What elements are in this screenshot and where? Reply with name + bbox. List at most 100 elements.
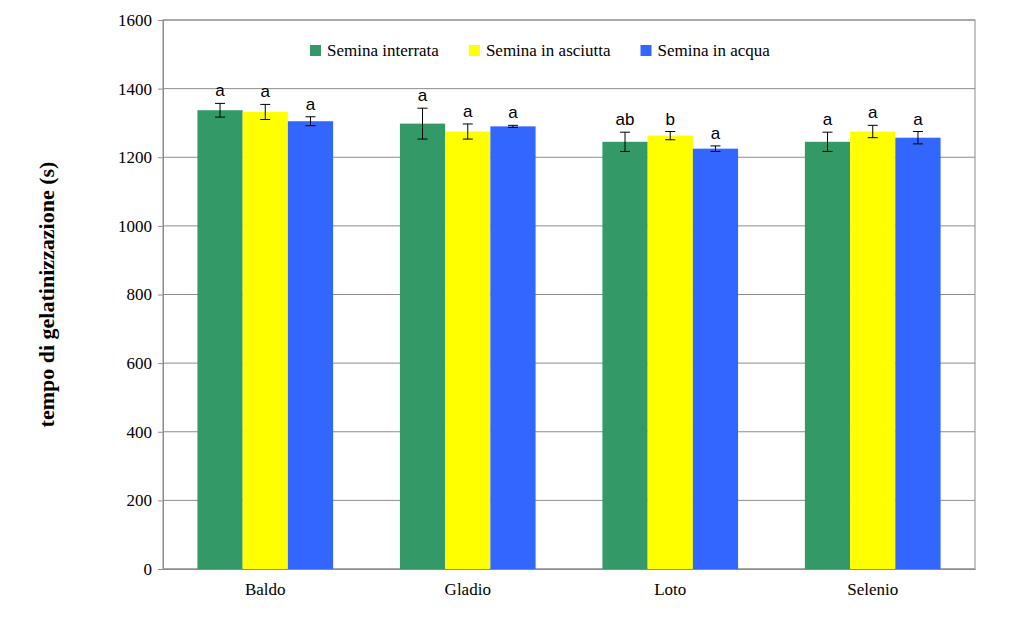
x-tick-label: Baldo bbox=[245, 580, 286, 599]
significance-letter: a bbox=[215, 81, 225, 100]
grid-line bbox=[163, 88, 975, 89]
y-tick: 1200 bbox=[118, 148, 163, 167]
legend-label: Semina interrata bbox=[327, 41, 439, 60]
legend-swatch bbox=[469, 45, 480, 56]
annotations: aaabaaabaaaaa bbox=[215, 81, 923, 143]
error-bar-line bbox=[913, 143, 923, 144]
x-tick: Baldo bbox=[245, 569, 286, 599]
y-tick-label: 200 bbox=[127, 491, 153, 510]
y-tick-mark bbox=[158, 363, 163, 364]
legend: Semina interrata Semina in asciutta Semina… bbox=[310, 41, 770, 60]
error-bar-line bbox=[265, 104, 266, 119]
bar bbox=[850, 132, 895, 569]
y-tick-label: 0 bbox=[144, 560, 153, 579]
significance-letter: ab bbox=[616, 110, 635, 129]
error-bar-line bbox=[665, 131, 675, 132]
y-tick-mark bbox=[158, 226, 163, 227]
grid bbox=[163, 20, 975, 569]
chart: 02004006008001000120014001600BaldoGladio… bbox=[0, 0, 1024, 624]
error-bar-line bbox=[215, 103, 225, 104]
error-bar-line bbox=[467, 124, 468, 139]
error-bar bbox=[665, 132, 675, 140]
error-bar bbox=[508, 125, 518, 127]
error-bar-line bbox=[620, 151, 630, 152]
error-bar-line bbox=[917, 132, 918, 144]
legend-label: Semina in acqua bbox=[658, 41, 771, 60]
significance-letter: a bbox=[463, 102, 473, 121]
y-tick-mark bbox=[158, 569, 163, 570]
error-bar-line bbox=[508, 125, 518, 126]
bar bbox=[243, 112, 288, 569]
x-tick: Loto bbox=[654, 569, 686, 599]
x-tick-label: Loto bbox=[654, 580, 686, 599]
x-tick: Selenio bbox=[847, 569, 898, 599]
error-bar bbox=[260, 104, 270, 119]
y-tick-mark bbox=[158, 20, 163, 21]
error-bar-line bbox=[710, 145, 720, 146]
error-bar bbox=[620, 132, 630, 151]
plot-frame bbox=[163, 20, 975, 569]
error-bar-line bbox=[305, 125, 315, 126]
y-tick: 1000 bbox=[118, 217, 163, 236]
y-tick-label: 400 bbox=[127, 423, 153, 442]
error-bar-line bbox=[508, 127, 518, 128]
error-bar-line bbox=[305, 116, 315, 117]
error-bar-line bbox=[868, 125, 878, 126]
error-bar-line bbox=[260, 104, 270, 105]
error-bar-line bbox=[418, 108, 428, 109]
error-bar bbox=[868, 125, 878, 137]
y-tick-label: 800 bbox=[127, 285, 153, 304]
error-bar-line bbox=[710, 151, 720, 152]
bar bbox=[602, 142, 647, 569]
error-bar-line bbox=[463, 139, 473, 140]
x-axis: Baldo Gladio Loto Selenio bbox=[164, 569, 976, 599]
error-bar bbox=[913, 132, 923, 144]
error-bar-line bbox=[418, 139, 428, 140]
bar bbox=[648, 136, 693, 569]
y-tick-label: 1400 bbox=[118, 80, 152, 99]
error-bar-line bbox=[823, 151, 833, 152]
y-tick: 400 bbox=[127, 423, 164, 442]
error-bar bbox=[463, 124, 473, 139]
y-tick-mark bbox=[158, 157, 163, 158]
y-tick-label: 600 bbox=[127, 354, 153, 373]
legend-swatch bbox=[641, 45, 652, 56]
significance-letter: a bbox=[823, 110, 833, 129]
x-axis-line bbox=[164, 569, 976, 570]
y-axis-title: tempo di gelatinizzazione (s) bbox=[34, 162, 59, 428]
y-tick-label: 1000 bbox=[118, 217, 152, 236]
y-axis-line bbox=[158, 21, 164, 570]
error-bar bbox=[305, 117, 315, 126]
error-bar bbox=[418, 108, 428, 139]
bar bbox=[805, 142, 850, 569]
error-bar-line bbox=[620, 132, 630, 133]
bar bbox=[197, 110, 242, 569]
bar bbox=[490, 126, 535, 569]
error-bar-line bbox=[625, 132, 626, 151]
significance-letter: a bbox=[261, 82, 271, 101]
error-bar-line bbox=[665, 139, 675, 140]
error-bar-line bbox=[913, 131, 923, 132]
significance-letter: a bbox=[306, 95, 316, 114]
legend-item: Semina in asciutta bbox=[469, 41, 611, 60]
x-tick-label: Selenio bbox=[847, 580, 898, 599]
error-bar-line bbox=[422, 108, 423, 139]
significance-letter: b bbox=[666, 110, 675, 129]
significance-letter: a bbox=[508, 103, 518, 122]
significance-letter: a bbox=[868, 103, 878, 122]
error-bar-line bbox=[715, 146, 716, 151]
bar bbox=[445, 132, 490, 569]
significance-letter: a bbox=[913, 110, 923, 129]
error-bar-line bbox=[827, 132, 828, 151]
y-tick: 1400 bbox=[118, 80, 163, 99]
x-tick-label: Gladio bbox=[445, 580, 491, 599]
error-bar bbox=[823, 132, 833, 151]
y-tick: 600 bbox=[127, 354, 164, 373]
error-bar-line bbox=[260, 119, 270, 120]
y-tick: 0 bbox=[144, 560, 164, 579]
error-bar bbox=[215, 103, 225, 117]
y-tick-mark bbox=[158, 89, 163, 90]
legend-label: Semina in asciutta bbox=[486, 41, 611, 60]
legend-item: Semina interrata bbox=[310, 41, 439, 60]
y-tick-mark bbox=[158, 432, 163, 433]
